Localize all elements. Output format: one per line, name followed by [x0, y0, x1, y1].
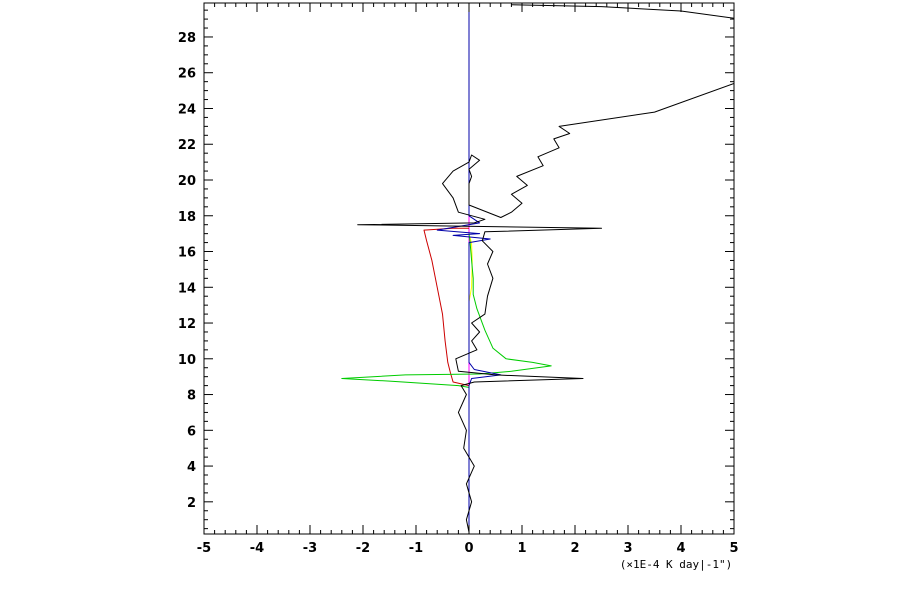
y-tick-label: 28 — [178, 31, 196, 46]
series-line-5 — [436, 3, 502, 533]
x-tick-label: 0 — [464, 541, 473, 556]
x-tick-label: 5 — [729, 541, 738, 556]
series-line-6 — [357, 83, 734, 533]
y-tick-label: 4 — [187, 460, 196, 475]
x-tick-label: 1 — [517, 541, 526, 556]
series-line-3 — [423, 227, 470, 387]
y-tick-label: 6 — [187, 424, 196, 439]
x-tick-label: -2 — [356, 541, 370, 556]
series-line-4 — [341, 233, 552, 533]
x-axis-unit-label: (×1E-4 K day|-1") — [620, 558, 733, 571]
y-tick-label: 24 — [178, 102, 196, 117]
y-tick-label: 14 — [178, 281, 196, 296]
ticks-layer — [203, 3, 735, 534]
x-tick-label: -1 — [409, 541, 423, 556]
x-tick-label: -4 — [250, 541, 264, 556]
y-tick-label: 26 — [178, 67, 196, 82]
y-tick-label: 2 — [187, 496, 196, 511]
y-tick-label: 16 — [178, 246, 196, 261]
y-tick-label: 10 — [178, 353, 196, 368]
y-tick-label: 8 — [187, 389, 196, 404]
x-tick-label: -3 — [303, 541, 317, 556]
x-tick-label: 2 — [570, 541, 579, 556]
series-layer — [341, 3, 734, 533]
x-tick-label: 3 — [623, 541, 632, 556]
y-tick-label: 12 — [178, 317, 196, 332]
x-tick-label: 4 — [676, 541, 685, 556]
y-tick-label: 20 — [178, 174, 196, 189]
series-line-7 — [511, 4, 734, 19]
x-tick-label: -5 — [197, 541, 211, 556]
y-tick-label: 18 — [178, 210, 196, 225]
y-tick-label: 22 — [178, 138, 196, 153]
